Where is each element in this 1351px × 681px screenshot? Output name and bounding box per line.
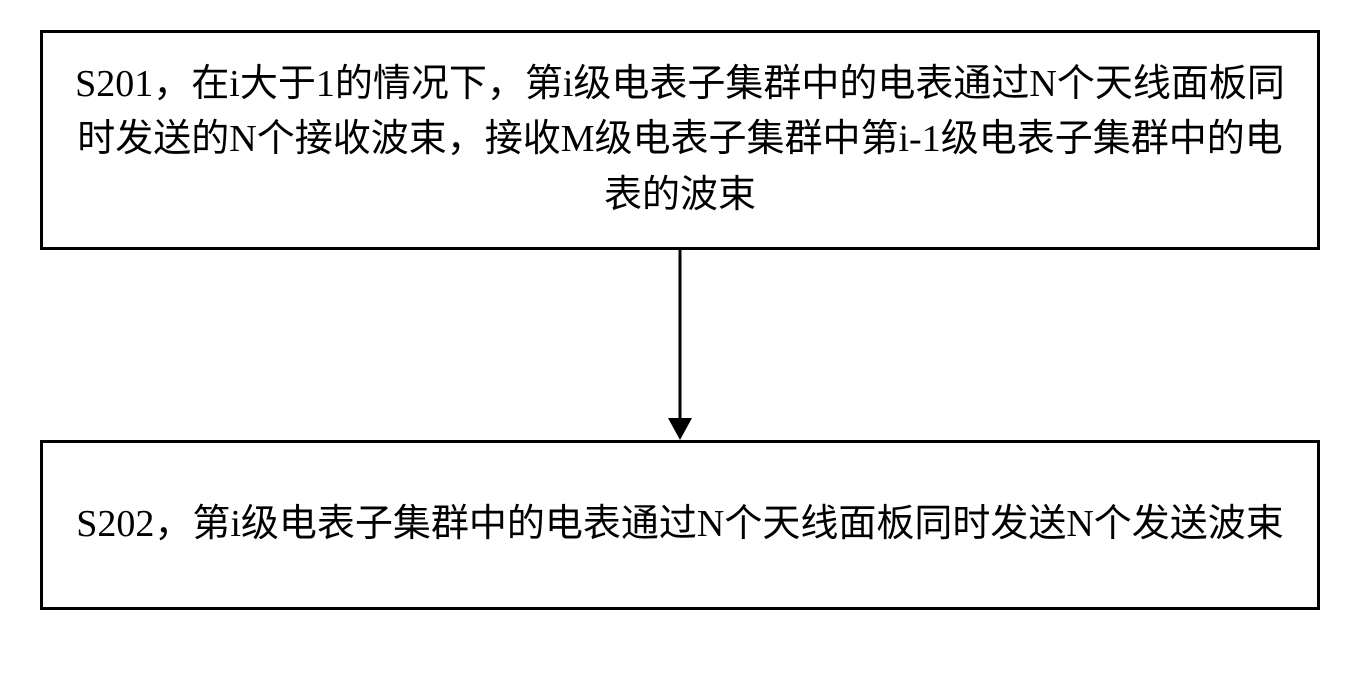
flow-step-s202-text: S202，第i级电表子集群中的电表通过N个天线面板同时发送N个发送波束	[76, 497, 1284, 552]
flow-step-s201-text: S201，在i大于1的情况下，第i级电表子集群中的电表通过N个天线面板同时发送的…	[73, 57, 1287, 222]
flow-step-s201: S201，在i大于1的情况下，第i级电表子集群中的电表通过N个天线面板同时发送的…	[40, 30, 1320, 250]
flow-arrow-s201-s202	[668, 250, 692, 440]
flow-step-s202: S202，第i级电表子集群中的电表通过N个天线面板同时发送N个发送波束	[40, 440, 1320, 610]
